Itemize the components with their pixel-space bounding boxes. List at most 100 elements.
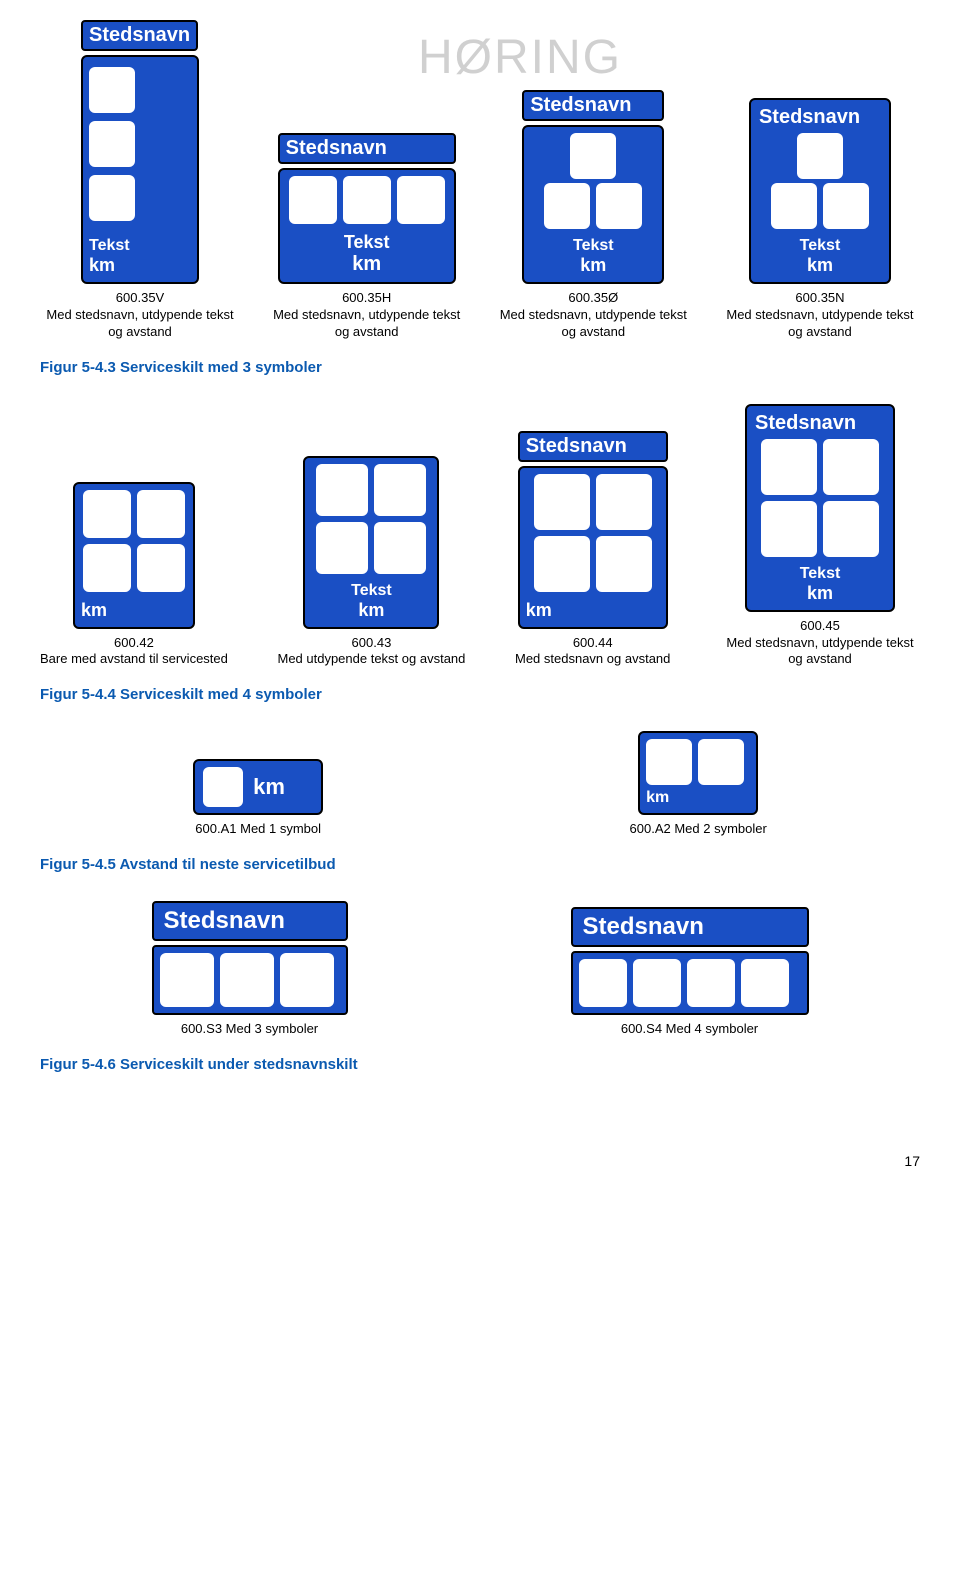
cell-35n: Stedsnavn Tekst km 600.35NMed stedsnavn,… <box>720 98 920 341</box>
symbol-box <box>137 544 185 592</box>
symbol-box <box>343 176 391 224</box>
caption-a2: 600.A2 Med 2 symboler <box>630 821 767 838</box>
km-label: km <box>646 789 750 807</box>
km-label: km <box>526 600 660 621</box>
symbol-box <box>203 767 243 807</box>
symbol-box <box>596 183 642 229</box>
sign-45: Stedsnavn Tekst km <box>745 404 895 612</box>
stedsnavn-label: Stedsnavn <box>757 106 883 133</box>
sign-35n: Stedsnavn Tekst km <box>749 98 891 284</box>
caption-a1: 600.A1 Med 1 symbol <box>195 821 321 838</box>
symbol-box <box>633 959 681 1007</box>
page-number: 17 <box>40 1153 920 1169</box>
tekst-label: Tekst <box>757 237 883 255</box>
cell-s4: Stedsnavn 600.S4 Med 4 symboler <box>571 907 809 1038</box>
cell-a1: km 600.A1 Med 1 symbol <box>193 759 323 838</box>
figure-5-4-5-title: Figur 5-4.5 Avstand til neste servicetil… <box>40 856 920 873</box>
caption-44: 600.44Med stedsnavn og avstand <box>515 635 670 669</box>
caption-35n: 600.35NMed stedsnavn, utdypende tekst og… <box>720 290 920 341</box>
symbol-box <box>220 953 274 1007</box>
symbol-box <box>797 133 843 179</box>
stedsnavn-label: Stedsnavn <box>152 901 348 941</box>
figure-5-4-6-title: Figur 5-4.6 Serviceskilt under stedsnavn… <box>40 1056 920 1073</box>
symbol-box <box>823 501 879 557</box>
row-4-symbols: km 600.42Bare med avstand til serviceste… <box>40 404 920 669</box>
symbol-box <box>579 959 627 1007</box>
cell-s3: Stedsnavn 600.S3 Med 3 symboler <box>152 901 348 1038</box>
cell-35o: Stedsnavn Tekst km 600. <box>493 90 693 341</box>
caption-35o: 600.35ØMed stedsnavn, utdypende tekst og… <box>493 290 693 341</box>
figure-5-4-4-title: Figur 5-4.4 Serviceskilt med 4 symboler <box>40 686 920 703</box>
row-3-symbols: Stedsnavn Tekst km 600.35VMed stedsnavn,… <box>40 20 920 341</box>
figure-5-4-3-title: Figur 5-4.3 Serviceskilt med 3 symboler <box>40 359 920 376</box>
symbol-box <box>89 175 135 221</box>
symbol-box <box>289 176 337 224</box>
symbol-box <box>687 959 735 1007</box>
sign-35v: Tekst km <box>81 55 199 284</box>
symbol-box <box>698 739 744 785</box>
sign-35o: Tekst km <box>522 125 664 284</box>
row-avstand: km 600.A1 Med 1 symbol km 600.A2 Med 2 s… <box>40 731 920 838</box>
row-under-stedsnavn: Stedsnavn 600.S3 Med 3 symboler Stedsnav… <box>40 901 920 1038</box>
stedsnavn-label: Stedsnavn <box>518 431 668 462</box>
symbol-box <box>596 474 652 530</box>
stedsnavn-label: Stedsnavn <box>522 90 664 121</box>
km-label: km <box>286 253 448 276</box>
tekst-label: Tekst <box>753 565 887 583</box>
km-label: km <box>753 583 887 604</box>
tekst-label: Tekst <box>286 232 448 253</box>
caption-42: 600.42Bare med avstand til servicested <box>40 635 228 669</box>
km-label: km <box>253 774 285 800</box>
caption-45: 600.45Med stedsnavn, utdypende tekst og … <box>720 618 920 669</box>
symbol-box <box>89 67 135 113</box>
km-label: km <box>81 600 187 621</box>
stedsnavn-label: Stedsnavn <box>753 412 887 439</box>
km-label: km <box>757 255 883 276</box>
symbol-box <box>741 959 789 1007</box>
sign-43: Tekst km <box>303 456 439 629</box>
symbol-box <box>596 536 652 592</box>
symbol-box <box>646 739 692 785</box>
symbol-box <box>823 439 879 495</box>
symbol-box <box>280 953 334 1007</box>
stedsnavn-label: Stedsnavn <box>571 907 809 947</box>
caption-s4: 600.S4 Med 4 symboler <box>621 1021 758 1038</box>
caption-s3: 600.S3 Med 3 symboler <box>181 1021 318 1038</box>
sign-a2: km <box>638 731 758 815</box>
tekst-label: Tekst <box>530 237 656 255</box>
cell-a2: km 600.A2 Med 2 symboler <box>630 731 767 838</box>
sign-a1: km <box>193 759 323 815</box>
cell-35h: Stedsnavn Tekst km 600.35HMed stedsnavn,… <box>267 133 467 341</box>
symbol-box <box>316 464 368 516</box>
symbol-box <box>534 536 590 592</box>
symbol-box <box>374 522 426 574</box>
sign-s4: Stedsnavn <box>571 907 809 1015</box>
cell-45: Stedsnavn Tekst km 600.45Med stedsnavn, … <box>720 404 920 669</box>
symbol-box <box>570 133 616 179</box>
symbol-box <box>544 183 590 229</box>
sign-s3: Stedsnavn <box>152 901 348 1015</box>
symbol-box <box>137 490 185 538</box>
km-label: km <box>89 255 191 276</box>
symbol-box <box>83 490 131 538</box>
tekst-label: Tekst <box>311 582 431 600</box>
symbol-box <box>761 439 817 495</box>
stedsnavn-label: Stedsnavn <box>81 20 198 51</box>
caption-35h: 600.35HMed stedsnavn, utdypende tekst og… <box>267 290 467 341</box>
tekst-label: Tekst <box>89 237 191 255</box>
cell-43: Tekst km 600.43Med utdypende tekst og av… <box>277 456 465 669</box>
sign-42: km <box>73 482 195 629</box>
cell-35v: Stedsnavn Tekst km 600.35VMed stedsnavn,… <box>40 20 240 341</box>
km-label: km <box>530 255 656 276</box>
stedsnavn-label: Stedsnavn <box>278 133 456 164</box>
sign-35h: Tekst km <box>278 168 456 284</box>
symbol-box <box>316 522 368 574</box>
symbol-box <box>771 183 817 229</box>
caption-43: 600.43Med utdypende tekst og avstand <box>277 635 465 669</box>
symbol-box <box>397 176 445 224</box>
symbol-box <box>83 544 131 592</box>
km-label: km <box>311 600 431 621</box>
sign-44: km <box>518 466 668 629</box>
cell-42: km 600.42Bare med avstand til serviceste… <box>40 482 228 669</box>
symbol-box <box>534 474 590 530</box>
